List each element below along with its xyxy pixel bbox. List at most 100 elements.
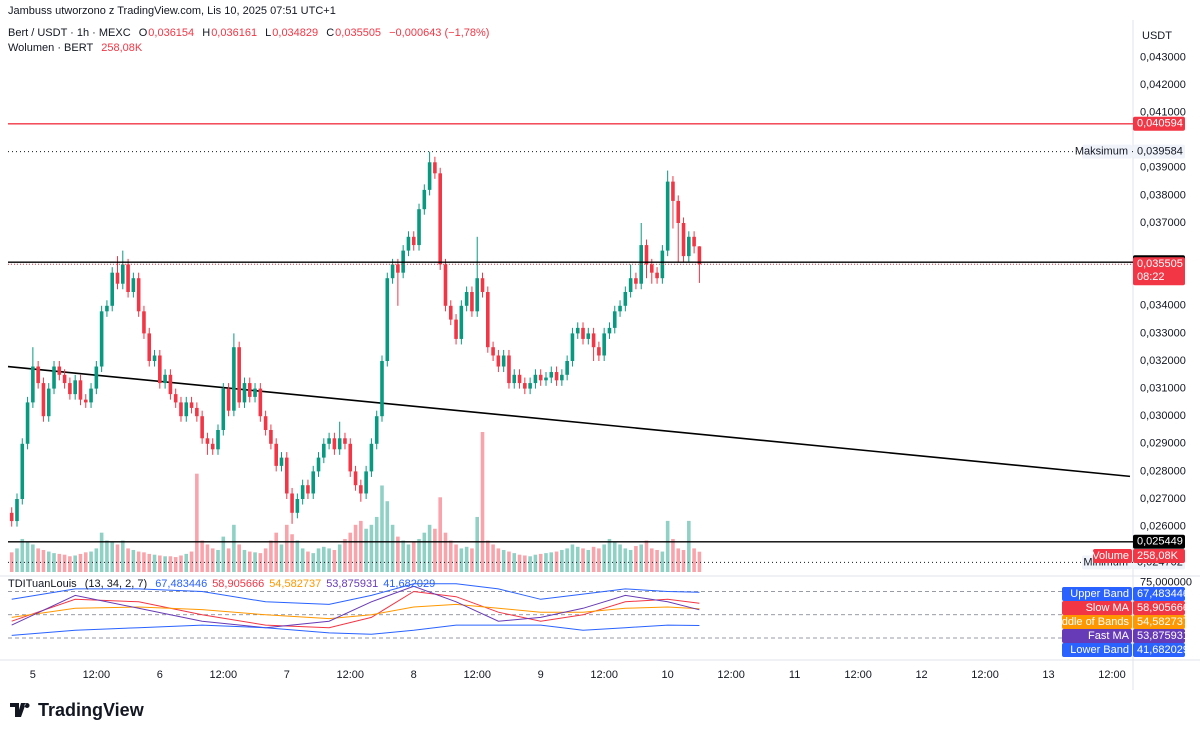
indicator-tag-name-bg: [1062, 643, 1132, 657]
volume-bar: [332, 549, 337, 572]
last-price-label: 0,035505: [1137, 258, 1183, 270]
candle-body: [253, 388, 257, 397]
candle-body: [554, 372, 559, 381]
volume-bar: [459, 548, 464, 572]
brand-logo: TradingView: [10, 700, 145, 720]
candle-body: [359, 485, 363, 494]
candle-body: [258, 388, 263, 417]
candle-body: [337, 438, 342, 450]
volume-bar: [607, 538, 612, 572]
price-tag: [1133, 116, 1185, 131]
candle-body: [607, 327, 612, 334]
candle-body: [422, 189, 427, 210]
candle-body: [189, 402, 194, 408]
volume-bar: [560, 549, 564, 572]
candle-body: [327, 438, 331, 444]
y-tick-label: 0,041000: [1140, 107, 1186, 119]
candle-body: [475, 278, 480, 312]
candle-body: [507, 355, 511, 384]
candle-body: [200, 416, 204, 439]
volume-bar: [25, 542, 30, 572]
volume-bar: [634, 546, 638, 572]
candle-body: [99, 311, 104, 367]
candle-body: [649, 264, 654, 273]
candle-body: [284, 457, 289, 494]
candle-body: [575, 327, 580, 334]
volume-bar: [247, 551, 252, 572]
candle-body: [528, 383, 532, 389]
indicator-tag-bg: [1133, 615, 1185, 629]
volume-bar: [438, 497, 442, 572]
y-tick-label: 0,034000: [1140, 300, 1186, 312]
trendline: [7, 365, 1131, 478]
volume-bar: [131, 549, 136, 572]
candle-body: [348, 443, 353, 472]
x-tick-label: 12:00: [717, 669, 745, 681]
x-tick-label: 12:00: [590, 669, 618, 681]
candle-body: [417, 209, 421, 246]
volume-tag-name-bg: [1093, 549, 1132, 563]
volume-bar: [78, 553, 83, 572]
indicator-line: [11, 603, 700, 620]
candle-body: [126, 264, 130, 292]
candle-body: [681, 223, 686, 257]
y-tick-label: 0,026000: [1140, 521, 1186, 533]
y-tick-label: 0,027000: [1140, 493, 1186, 505]
candle-body: [322, 443, 326, 458]
ohlc-key: L: [265, 27, 272, 39]
volume-bar: [417, 538, 421, 572]
candle-body: [353, 471, 358, 486]
candle-body: [184, 402, 189, 417]
volume-bar: [189, 551, 194, 572]
candle-body: [216, 430, 220, 450]
candle-body: [448, 305, 453, 320]
x-tick-label: 12:00: [844, 669, 872, 681]
ohlc-value: 0,035505: [335, 27, 382, 39]
volume-bar: [396, 536, 400, 572]
candle-body: [427, 162, 432, 190]
candle-body: [89, 388, 93, 403]
volume-bar: [369, 524, 374, 572]
candle-body: [306, 485, 310, 494]
indicator-legend-value: 53,875931: [326, 578, 379, 590]
candle-body: [464, 292, 469, 306]
volume-bar: [359, 520, 363, 572]
candle-body: [46, 388, 51, 417]
ohlc-value: 0,034829: [272, 27, 319, 39]
candle-body: [147, 333, 152, 361]
attribution: Jambuss utworzono z TradingView.com, Lis…: [8, 5, 337, 17]
candle-body: [57, 366, 62, 375]
candle-body: [163, 374, 167, 384]
price-tag-name-bg: [1082, 144, 1132, 159]
volume-legend: Wolumen · BERT 258,08K: [8, 42, 143, 54]
volume-bar: [628, 549, 633, 572]
price-tag-label: 0,025449: [1137, 536, 1183, 548]
candle-body: [570, 333, 575, 361]
indicator-line: [11, 583, 700, 605]
indicator-tag-bg: [1133, 601, 1185, 615]
candle-body: [676, 200, 681, 223]
candle-body: [496, 355, 501, 367]
indicator-legend-value: 54,582737: [269, 578, 322, 590]
candle-body: [433, 162, 437, 174]
indicator-tag-value: 54,582737: [1137, 616, 1189, 628]
price-tag-label: 0,039584: [1137, 146, 1183, 158]
candle-body: [311, 471, 316, 494]
last-price-tag: [1133, 257, 1185, 286]
candle-body: [279, 457, 284, 466]
indicator-line: [11, 624, 700, 636]
volume-bar: [147, 553, 152, 572]
volume-value: 258,08K: [101, 42, 143, 54]
volume-bar: [507, 551, 511, 572]
volume-bar: [195, 473, 199, 572]
volume-bar: [62, 554, 67, 572]
volume-bar: [644, 540, 649, 572]
volume-bar: [528, 556, 532, 572]
candle-body: [406, 236, 411, 251]
volume-bar: [475, 516, 480, 572]
volume-bar: [523, 555, 527, 572]
candle-body: [634, 278, 638, 284]
volume-bar: [168, 556, 173, 572]
